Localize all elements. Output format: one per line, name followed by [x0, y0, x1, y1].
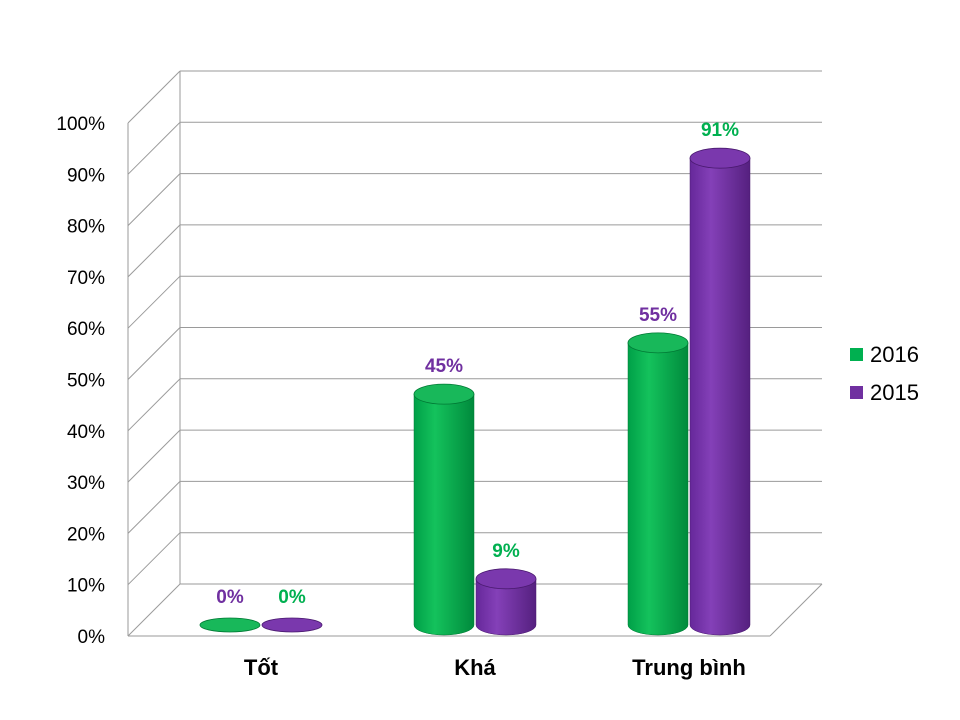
bar-2016-2	[627, 332, 689, 636]
side-gridline	[127, 429, 181, 483]
bar-2015-2	[689, 147, 751, 636]
data-label: 0%	[278, 587, 306, 608]
side-gridline	[127, 70, 181, 124]
y-tick-label: 20%	[67, 524, 105, 545]
y-tick-label: 100%	[56, 114, 105, 135]
bar-2016-1	[413, 383, 475, 636]
side-gridline	[127, 121, 181, 175]
side-gridline	[127, 224, 181, 278]
legend-item-2015: 2015	[850, 380, 919, 405]
y-tick-label: 70%	[67, 268, 105, 289]
bar-top	[413, 383, 475, 405]
legend-swatch	[850, 386, 863, 399]
bar-2015-1	[475, 568, 537, 636]
side-gridline	[127, 378, 181, 432]
bar-2015-0	[261, 617, 323, 633]
y-tick-label: 10%	[67, 576, 105, 597]
bar-top	[261, 617, 323, 633]
y-tick-label: 60%	[67, 319, 105, 340]
labels: 0% 10% 20% 30% 40% 50% 60% 70% 80% 90% 100% 0% 0% Tốt…	[56, 114, 745, 680]
bar-top	[475, 568, 537, 590]
bar-top	[627, 332, 689, 354]
floor-right-edge	[769, 583, 823, 637]
data-label: 55%	[639, 305, 677, 326]
side-gridline	[127, 481, 181, 534]
side-gridline	[127, 327, 181, 380]
side-gridline	[127, 173, 181, 226]
y-tick-label: 90%	[67, 165, 105, 186]
x-category-label: Khá	[454, 655, 496, 680]
bar-top	[689, 147, 751, 169]
legend: 2016 2015	[850, 342, 919, 405]
x-category-label: Tốt	[244, 655, 279, 680]
side-gridline	[127, 275, 181, 329]
bar-body	[475, 578, 537, 636]
bars	[199, 147, 751, 636]
data-label: 91%	[701, 120, 739, 141]
bar-2016-0	[199, 617, 261, 633]
side-gridline	[127, 583, 181, 637]
data-label: 45%	[425, 356, 463, 377]
bar-body	[413, 393, 475, 636]
y-tick-label: 50%	[67, 371, 105, 392]
y-tick-label: 0%	[78, 627, 106, 648]
legend-label: 2016	[870, 342, 919, 367]
data-label: 9%	[492, 541, 520, 562]
y-tick-label: 80%	[67, 217, 105, 238]
x-category-label: Trung bình	[632, 655, 746, 680]
legend-label: 2015	[870, 380, 919, 405]
bar-body	[689, 157, 751, 636]
bar-top	[199, 617, 261, 633]
legend-swatch	[850, 348, 863, 361]
data-label: 0%	[216, 587, 244, 608]
y-tick-label: 40%	[67, 422, 105, 443]
bar-body	[627, 342, 689, 636]
y-tick-label: 30%	[67, 473, 105, 494]
legend-item-2016: 2016	[850, 342, 919, 367]
side-gridline	[127, 532, 181, 586]
